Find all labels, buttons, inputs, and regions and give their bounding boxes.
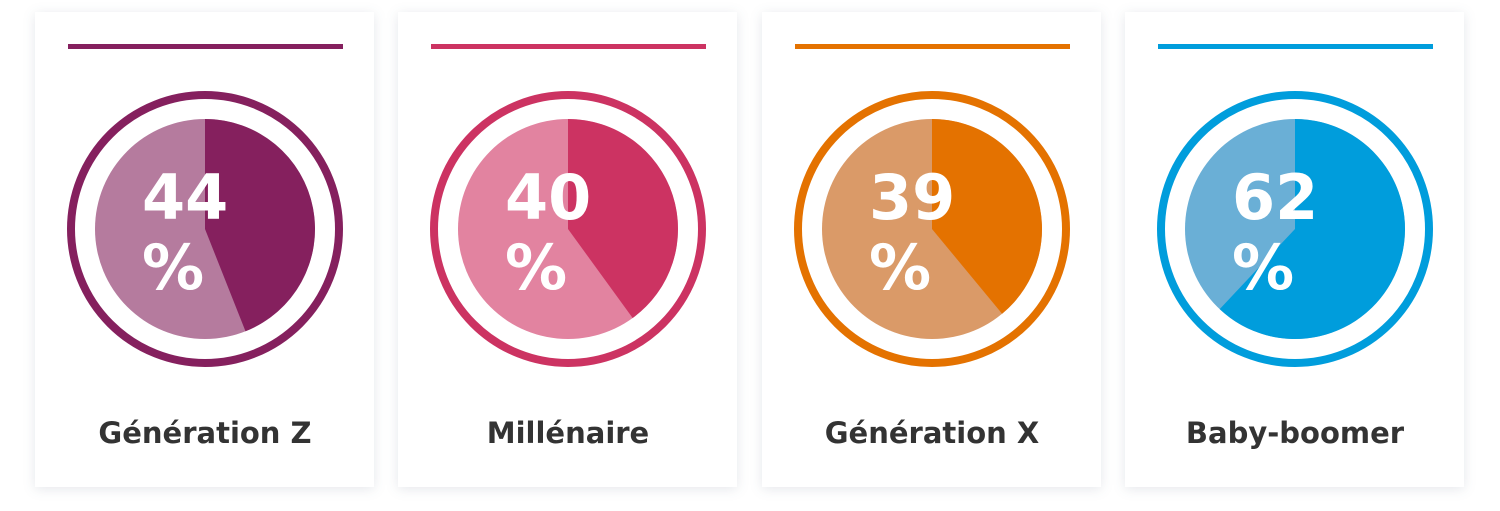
gauge-ring: [1157, 91, 1433, 367]
pie-slice: [932, 119, 1042, 314]
accent-bar: [1158, 44, 1433, 49]
value-label: 39%: [869, 161, 955, 304]
stat-card: 40 % Millénaire: [398, 12, 737, 487]
gauge-ring: [67, 91, 343, 367]
card-title: Millénaire: [487, 416, 649, 450]
stat-card: 44 % Génération Z: [35, 12, 374, 487]
accent-bar: [431, 44, 706, 49]
pie-slice: [205, 119, 315, 332]
pie-slice: [568, 119, 679, 318]
value-label: 40%: [505, 161, 591, 304]
gauge-ring: [430, 91, 706, 367]
accent-bar: [68, 44, 343, 49]
value-label: 62%: [1232, 161, 1318, 304]
pie-slice: [1219, 119, 1405, 340]
gauge-ring: [794, 91, 1070, 367]
stat-card: 62 % Baby-boomer: [1125, 12, 1464, 487]
card-title: Génération X: [825, 416, 1039, 450]
card-title: Baby-boomer: [1186, 416, 1405, 450]
accent-bar: [795, 44, 1070, 49]
value-label: 44%: [142, 161, 228, 304]
stat-card: 39 % Génération X: [762, 12, 1101, 487]
card-title: Génération Z: [98, 416, 311, 450]
